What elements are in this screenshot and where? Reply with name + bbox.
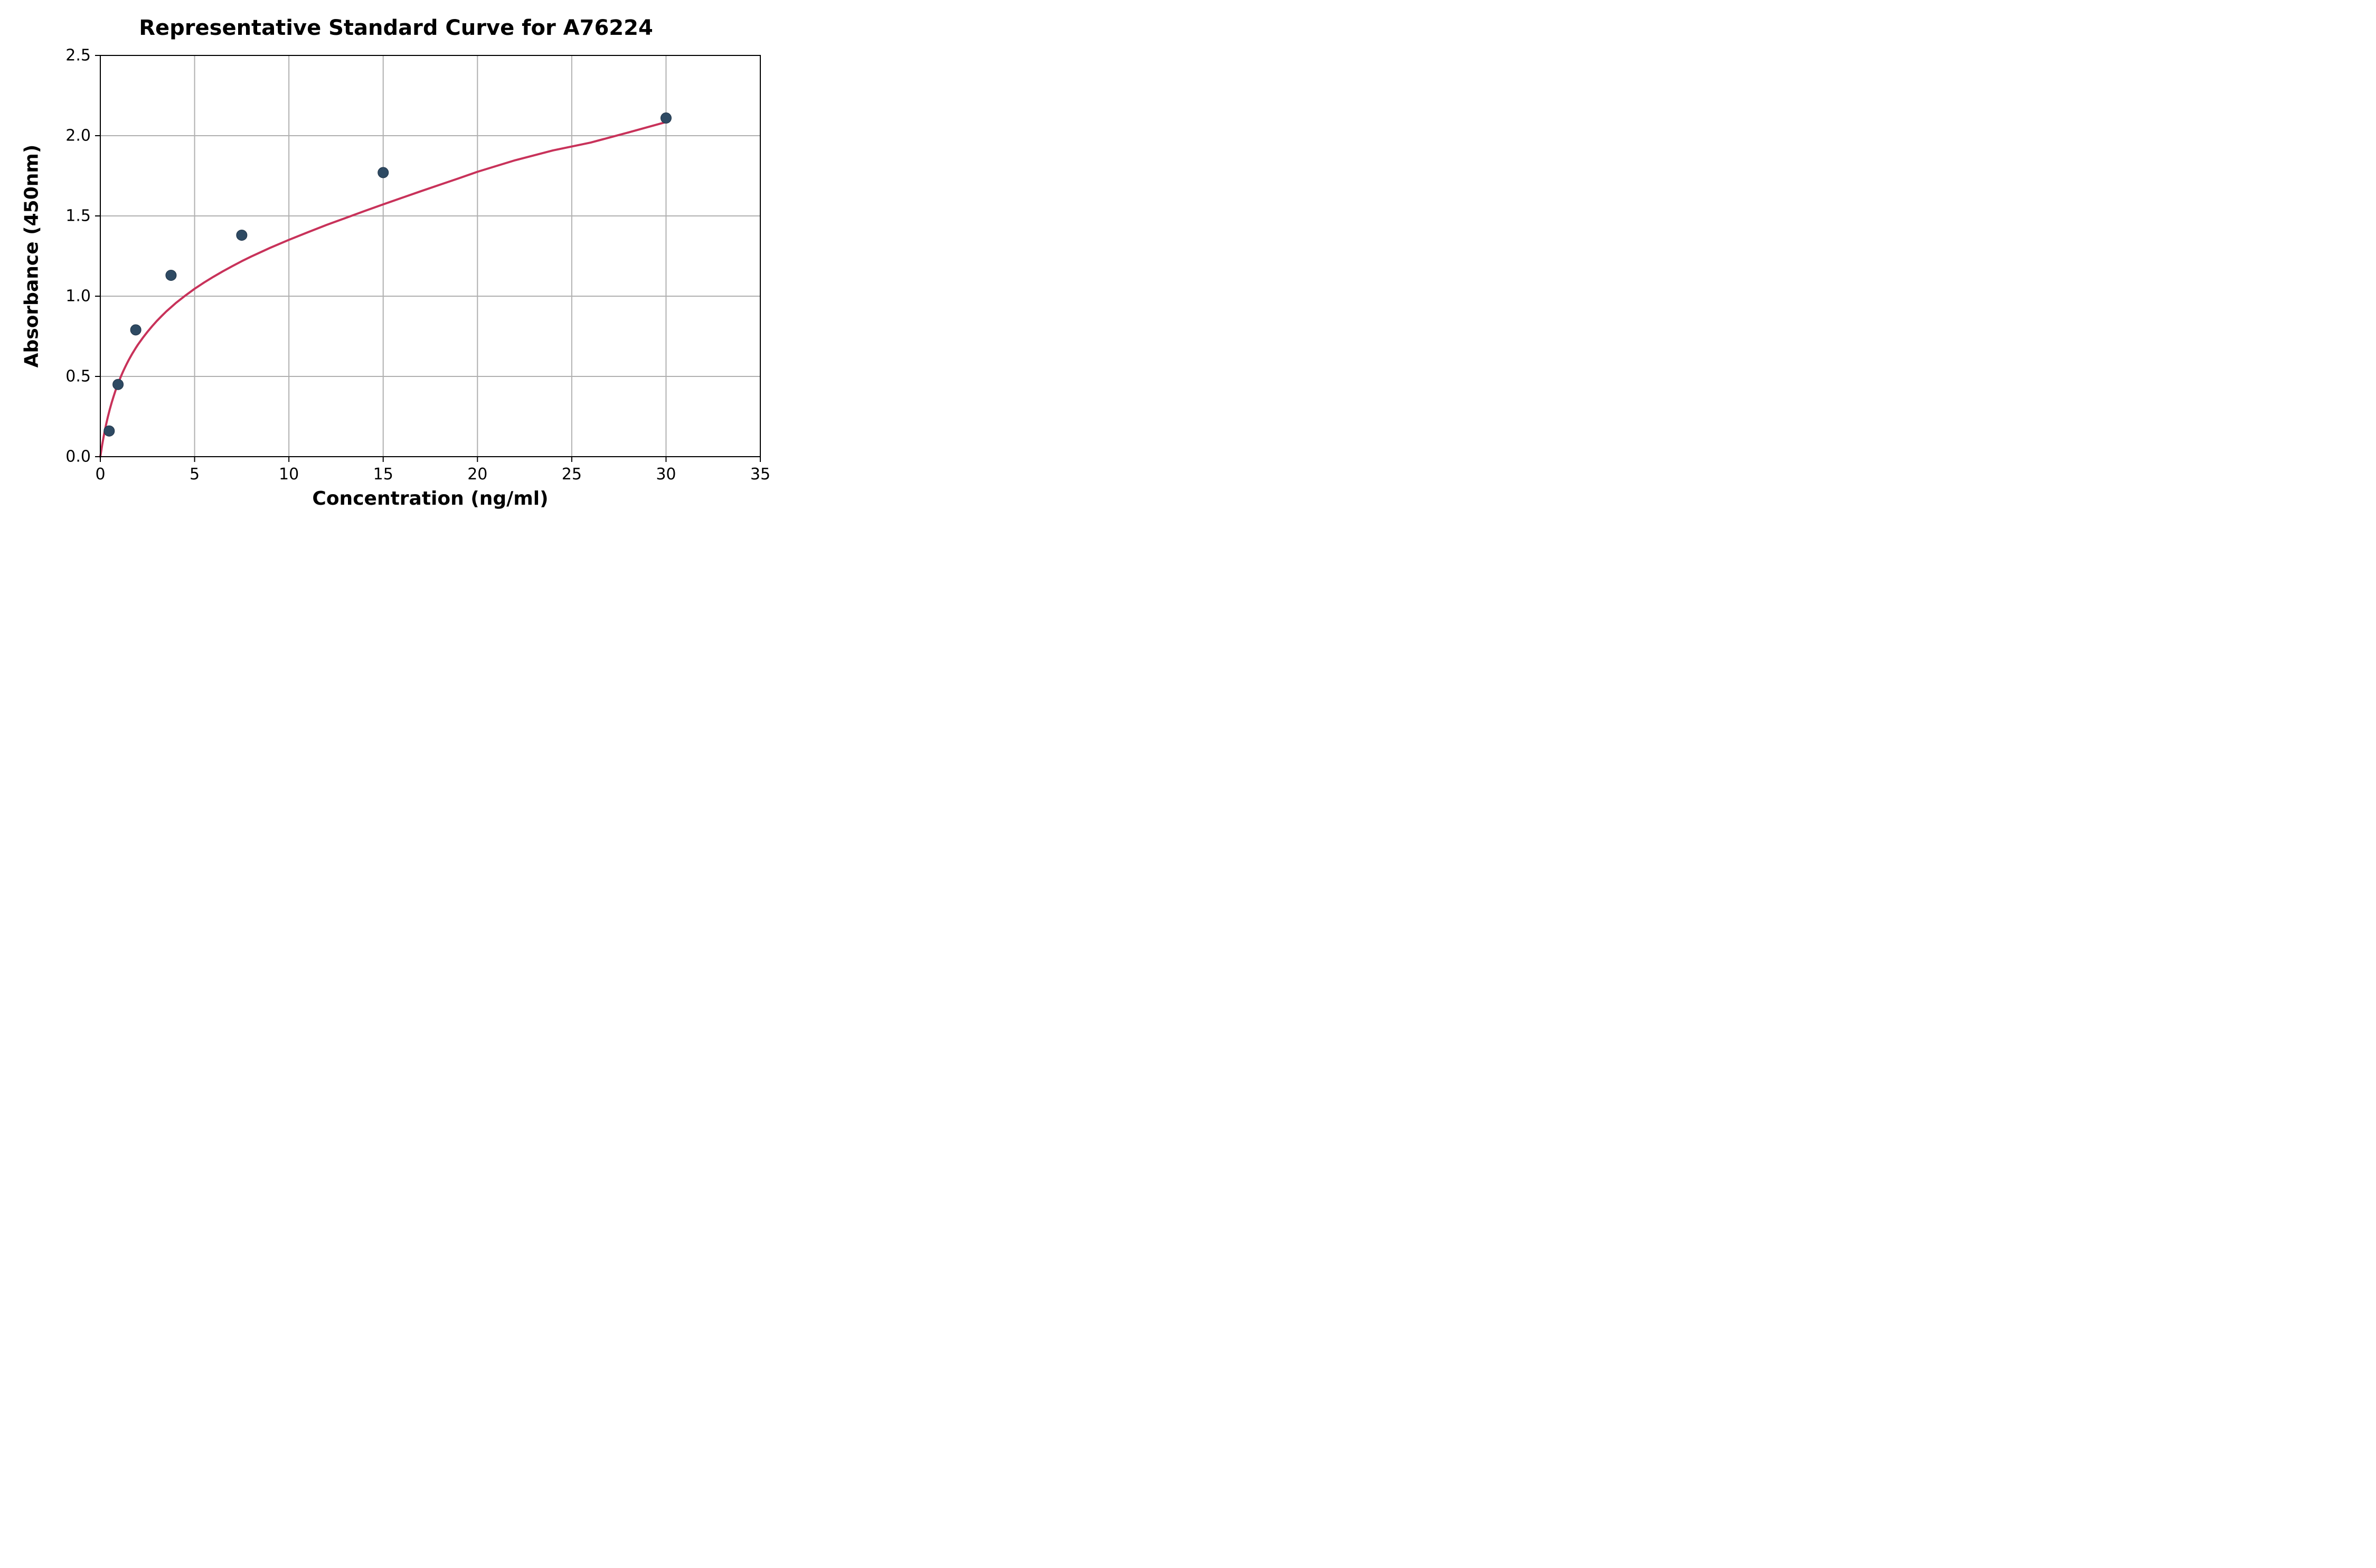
figure: Representative Standard Curve for A76224… — [0, 0, 792, 523]
plot-area — [100, 55, 760, 457]
x-axis-label: Concentration (ng/ml) — [100, 488, 760, 509]
data-point — [104, 426, 115, 436]
x-tick-label: 35 — [750, 465, 770, 484]
y-tick-label: 1.0 — [54, 287, 91, 306]
y-tick-label: 1.5 — [54, 207, 91, 225]
y-tick-label: 0.5 — [54, 367, 91, 386]
plot-svg — [100, 55, 760, 457]
data-point — [113, 379, 124, 390]
y-tick-label: 2.5 — [54, 46, 91, 65]
x-tick-label: 20 — [467, 465, 487, 484]
data-point — [378, 167, 389, 178]
x-tick-label: 5 — [190, 465, 200, 484]
data-point — [166, 270, 176, 280]
y-axis-label: Absorbance (450nm) — [21, 145, 43, 368]
data-point — [130, 325, 141, 335]
data-point — [237, 230, 247, 240]
x-tick-label: 10 — [279, 465, 299, 484]
x-tick-label: 15 — [373, 465, 393, 484]
y-tick-label: 0.0 — [54, 448, 91, 466]
x-tick-label: 30 — [656, 465, 676, 484]
x-tick-label: 25 — [562, 465, 582, 484]
x-tick-label: 0 — [95, 465, 105, 484]
chart-title: Representative Standard Curve for A76224 — [0, 16, 792, 40]
y-tick-label: 2.0 — [54, 127, 91, 145]
data-point — [661, 113, 671, 124]
